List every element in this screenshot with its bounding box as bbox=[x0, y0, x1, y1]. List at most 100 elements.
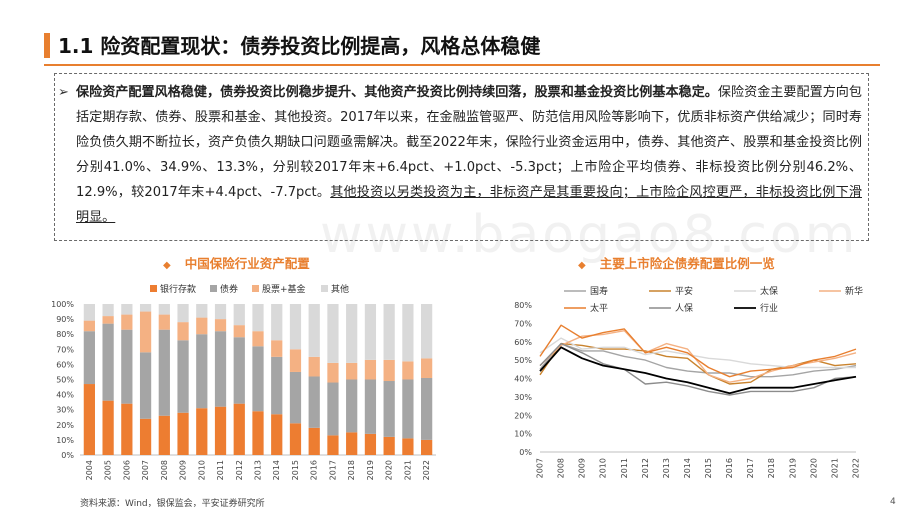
bar-segment bbox=[308, 304, 320, 357]
diamond-icon: ◆ bbox=[578, 260, 586, 271]
y-tick-label: 30% bbox=[56, 406, 74, 415]
bar-segment bbox=[177, 412, 189, 455]
x-tick-label: 2006 bbox=[122, 460, 131, 480]
bar-segment bbox=[364, 433, 377, 455]
x-tick-label: 2019 bbox=[366, 460, 375, 480]
legend-label: 其他 bbox=[331, 283, 349, 295]
right-chart-title-text: 主要上市险企债券配置比例一览 bbox=[599, 256, 775, 271]
bar-segment bbox=[346, 362, 358, 380]
x-tick-label: 2018 bbox=[767, 458, 776, 478]
y-tick-label: 100% bbox=[51, 300, 74, 309]
x-tick-label: 2015 bbox=[291, 460, 300, 480]
x-tick-label: 2007 bbox=[536, 458, 545, 478]
bar-segment bbox=[83, 320, 95, 332]
bar-segment bbox=[308, 356, 320, 377]
y-tick-label: 40% bbox=[514, 375, 532, 384]
bar-segment bbox=[158, 329, 170, 416]
bar-segment bbox=[252, 346, 264, 412]
bar-segment bbox=[102, 400, 114, 455]
legend-swatch bbox=[210, 285, 217, 292]
bar-segment bbox=[271, 414, 283, 455]
series-line bbox=[539, 324, 857, 378]
bar-segment bbox=[158, 314, 170, 330]
x-tick-label: 2010 bbox=[197, 460, 206, 480]
bar-segment bbox=[196, 408, 208, 455]
summary-text: 保险资产配置风格稳健，债券投资比例稳步提升、其他资产投资比例持续回落，股票和基金… bbox=[76, 80, 862, 230]
y-tick-label: 60% bbox=[56, 360, 74, 369]
legend-swatch bbox=[321, 285, 328, 292]
y-tick-label: 70% bbox=[56, 345, 74, 354]
legend-label: 国寿 bbox=[590, 285, 608, 297]
bar-segment bbox=[271, 340, 283, 357]
legend-label: 银行存款 bbox=[160, 283, 196, 295]
bar-segment bbox=[158, 415, 170, 455]
bar-segment bbox=[402, 379, 414, 439]
source-note: 资料来源：Wind，银保监会，平安证券研究所 bbox=[80, 499, 265, 509]
bar-segment bbox=[177, 322, 189, 341]
x-tick-label: 2014 bbox=[272, 460, 281, 480]
x-tick-label: 2011 bbox=[216, 460, 225, 480]
bar-segment bbox=[289, 304, 302, 350]
x-tick-label: 2015 bbox=[704, 458, 713, 478]
bar-segment bbox=[271, 304, 283, 341]
y-tick-label: 10% bbox=[514, 430, 532, 439]
bar-segment bbox=[121, 314, 133, 330]
x-tick-label: 2012 bbox=[235, 460, 244, 480]
bar-segment bbox=[402, 438, 414, 455]
bar-segment bbox=[421, 358, 433, 378]
bar-segment bbox=[327, 435, 339, 455]
left-chart-title-text: 中国保险行业资产配置 bbox=[184, 256, 310, 271]
x-tick-label: 2021 bbox=[830, 458, 839, 478]
legend-swatch bbox=[252, 285, 259, 292]
bar-segment bbox=[383, 359, 395, 382]
legend-label: 新华 bbox=[845, 285, 863, 297]
bar-segment bbox=[364, 359, 377, 380]
x-tick-label: 2009 bbox=[179, 460, 188, 480]
y-tick-label: 20% bbox=[514, 411, 532, 420]
series-line bbox=[539, 342, 857, 396]
bar-segment bbox=[327, 362, 339, 383]
x-tick-label: 2016 bbox=[725, 458, 734, 478]
bar-segment bbox=[214, 319, 227, 332]
bar-segment bbox=[233, 304, 245, 326]
bar-segment bbox=[102, 304, 114, 317]
arrow-bullet-icon: ➢ bbox=[58, 85, 69, 100]
y-tick-label: 30% bbox=[514, 393, 532, 402]
y-tick-label: 50% bbox=[514, 356, 532, 365]
x-tick-label: 2008 bbox=[557, 458, 566, 478]
series-line bbox=[539, 337, 856, 369]
bar-segment bbox=[346, 304, 358, 363]
title-underline bbox=[44, 64, 880, 66]
bar-segment bbox=[421, 304, 433, 359]
series-line bbox=[539, 342, 857, 378]
bar-segment bbox=[364, 304, 377, 360]
bar-segment bbox=[139, 418, 152, 455]
bar-segment bbox=[83, 304, 95, 321]
x-tick-label: 2012 bbox=[641, 458, 650, 478]
y-tick-label: 90% bbox=[56, 315, 74, 324]
x-tick-label: 2013 bbox=[662, 458, 671, 478]
bar-segment bbox=[196, 317, 208, 335]
y-tick-label: 50% bbox=[56, 376, 74, 385]
bar-segment bbox=[383, 436, 395, 455]
legend-label: 人保 bbox=[675, 302, 693, 314]
bar-segment bbox=[139, 352, 152, 419]
bar-segment bbox=[83, 384, 95, 455]
bar-segment bbox=[121, 403, 133, 455]
x-tick-label: 2018 bbox=[347, 460, 356, 480]
bar-segment bbox=[402, 361, 414, 380]
legend-swatch bbox=[150, 285, 157, 292]
page-number: 4 bbox=[890, 497, 896, 507]
summary-body: 保险资金主要配置方向包括定期存款、债券、股票和基金、其他投资。2017年以来，在… bbox=[76, 85, 863, 200]
bar-segment bbox=[327, 304, 339, 363]
legend-label: 股票+基金 bbox=[262, 283, 306, 295]
y-tick-label: 10% bbox=[56, 436, 74, 445]
y-tick-label: 70% bbox=[514, 319, 532, 328]
bar-segment bbox=[214, 304, 227, 320]
bar-segment bbox=[383, 304, 395, 360]
x-tick-label: 2017 bbox=[328, 460, 337, 480]
legend-label: 太保 bbox=[760, 285, 778, 297]
bar-segment bbox=[346, 379, 358, 433]
bar-segment bbox=[327, 382, 339, 436]
x-tick-label: 2017 bbox=[746, 458, 755, 478]
